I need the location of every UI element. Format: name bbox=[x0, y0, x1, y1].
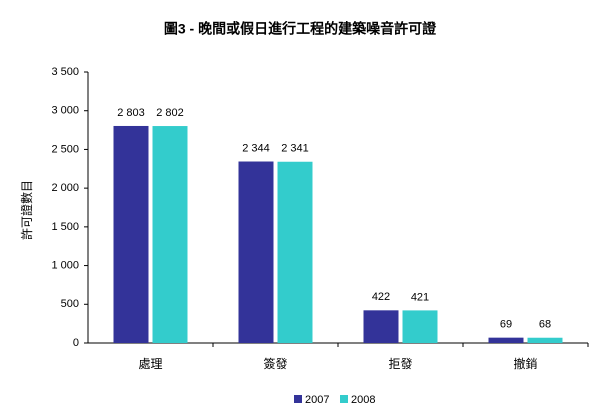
bar bbox=[527, 337, 563, 343]
y-tick-label: 2 000 bbox=[51, 182, 79, 194]
x-tick-label: 處理 bbox=[138, 357, 162, 371]
legend-label: 2008 bbox=[351, 394, 375, 406]
y-tick-label: 3 000 bbox=[51, 105, 79, 117]
y-tick-label: 1 000 bbox=[51, 259, 79, 271]
legend-label: 2007 bbox=[305, 394, 329, 406]
bar bbox=[363, 310, 399, 343]
chart-title: 圖3 - 晚間或假日進行工程的建築噪音許可證 bbox=[164, 21, 437, 37]
bar bbox=[238, 161, 274, 343]
legend-swatch bbox=[340, 395, 348, 403]
y-tick-label: 2 500 bbox=[51, 143, 79, 155]
y-tick-label: 0 bbox=[73, 337, 79, 349]
value-label: 422 bbox=[372, 291, 390, 303]
value-label: 2 341 bbox=[281, 143, 309, 155]
value-label: 2 803 bbox=[117, 107, 145, 119]
y-tick-label: 500 bbox=[61, 298, 79, 310]
value-label: 69 bbox=[500, 319, 512, 331]
bar bbox=[113, 125, 149, 343]
y-axis-title: 許可證數目 bbox=[19, 180, 34, 240]
x-tick-label: 撤銷 bbox=[513, 356, 537, 371]
x-tick-label: 簽發 bbox=[263, 356, 287, 371]
bar bbox=[152, 126, 188, 344]
bar bbox=[277, 161, 313, 343]
x-tick-label: 拒發 bbox=[388, 356, 412, 371]
value-label: 2 802 bbox=[156, 107, 184, 119]
value-label: 421 bbox=[411, 291, 429, 303]
legend-swatch bbox=[294, 395, 302, 403]
bar bbox=[488, 337, 524, 343]
y-tick-label: 3 500 bbox=[51, 66, 79, 78]
y-tick-label: 1 500 bbox=[51, 221, 79, 233]
bar bbox=[402, 310, 438, 343]
value-label: 2 344 bbox=[242, 142, 270, 154]
value-label: 68 bbox=[539, 319, 551, 331]
